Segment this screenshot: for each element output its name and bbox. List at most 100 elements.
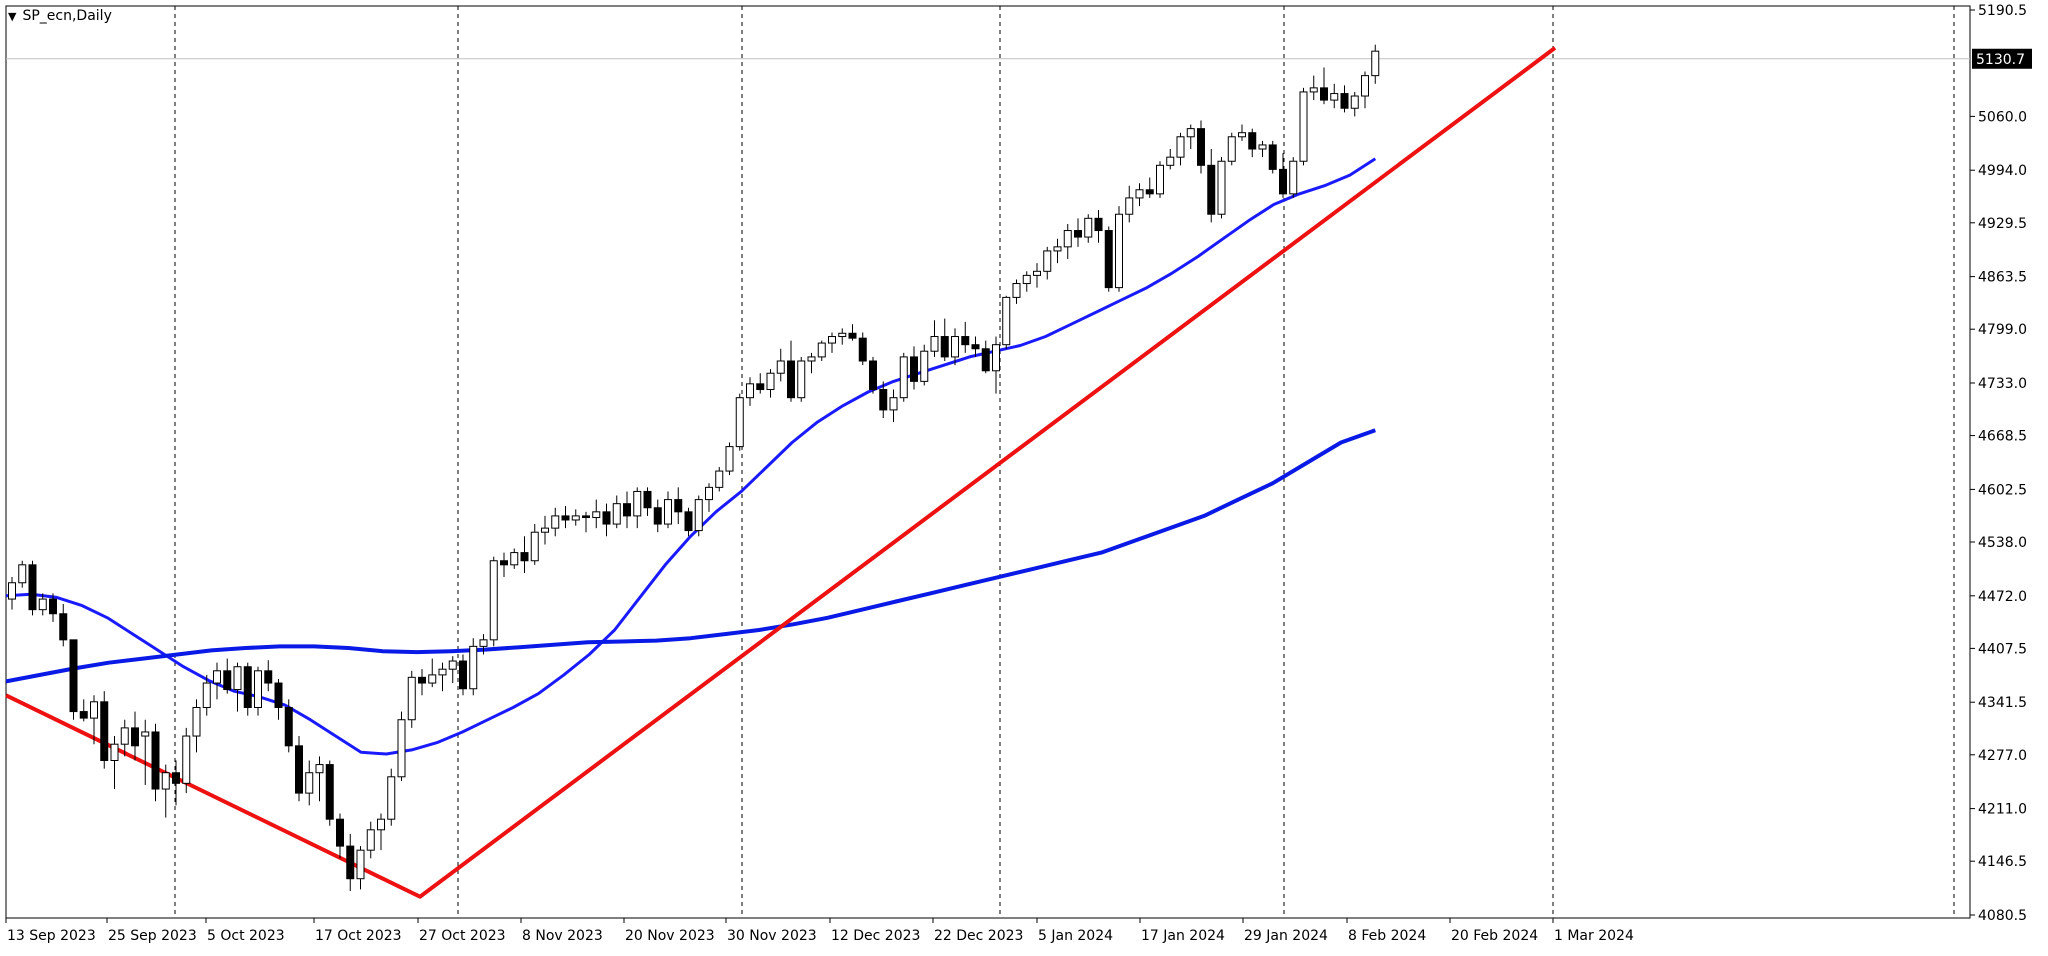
candle-body <box>1115 213 1123 289</box>
candle <box>889 389 898 423</box>
x-tick-label: 20 Feb 2024 <box>1451 928 1538 944</box>
candle-body <box>694 499 703 532</box>
candle-body <box>725 446 734 472</box>
candle <box>530 524 539 565</box>
candle <box>79 699 88 722</box>
candle-body <box>643 490 652 509</box>
candle-body <box>1258 144 1267 150</box>
candle-body <box>746 383 754 399</box>
candle <box>592 499 601 529</box>
candle-body <box>141 731 150 737</box>
candle-body <box>817 342 826 358</box>
candle <box>797 356 806 402</box>
x-tick-label: 29 Jan 2024 <box>1244 928 1328 944</box>
candle <box>1053 238 1062 264</box>
candle-body <box>69 639 78 713</box>
candle-body <box>192 707 201 737</box>
candle <box>407 670 416 728</box>
candle-body <box>1217 160 1226 215</box>
candle-body <box>336 818 344 847</box>
candle <box>725 442 734 476</box>
candle <box>18 560 27 588</box>
candle <box>602 503 611 537</box>
candle <box>377 813 385 851</box>
candle <box>1033 263 1041 288</box>
x-tick-label: 20 Nov 2023 <box>625 928 715 944</box>
candle-body <box>520 552 529 562</box>
y-tick-label: 4080.5 <box>1978 908 2027 924</box>
dropdown-triangle-icon[interactable]: ▼ <box>8 9 17 23</box>
chart-title[interactable]: ▼ SP_ecn,Daily <box>8 8 112 24</box>
candle <box>561 506 570 529</box>
candle <box>1248 128 1257 158</box>
candle <box>848 324 857 341</box>
candle <box>131 711 139 761</box>
candle <box>1022 271 1031 292</box>
candle <box>1012 279 1021 304</box>
candle-body <box>1063 230 1072 248</box>
x-tick-label: 25 Sep 2023 <box>108 928 197 944</box>
candle-body <box>1166 156 1175 166</box>
candle-body <box>161 772 170 790</box>
candle <box>49 593 57 622</box>
candle-body <box>1053 246 1062 252</box>
x-tick-label: 27 Oct 2023 <box>419 928 506 944</box>
candle <box>735 393 744 451</box>
candle <box>746 377 754 406</box>
candle <box>28 560 37 616</box>
candle <box>223 658 232 694</box>
candle <box>59 603 68 647</box>
candle-body <box>1145 189 1154 195</box>
candle <box>510 548 519 569</box>
candle <box>899 352 908 402</box>
candle-body <box>356 849 365 880</box>
candle <box>541 515 549 545</box>
candle-body <box>664 499 672 525</box>
moving-average-line <box>5 157 1377 756</box>
candle-body <box>223 670 232 691</box>
vertical-gridlines <box>174 6 1955 918</box>
candle <box>1043 246 1052 280</box>
candle-body <box>889 397 898 411</box>
candle <box>110 736 119 790</box>
candle <box>705 483 713 512</box>
candle-body <box>254 670 262 709</box>
candle <box>161 764 170 818</box>
candle-body <box>387 776 396 820</box>
candle <box>254 666 262 716</box>
trendline <box>5 46 1557 899</box>
candle <box>633 487 642 529</box>
candle <box>274 678 283 720</box>
candle-body <box>407 676 416 721</box>
candle <box>469 638 478 696</box>
candle-body <box>940 336 949 358</box>
y-axis: 5190.5 5060.0 4994.0 4929.5 4863.5 4799.0 4733… <box>1970 3 2027 924</box>
candle <box>428 658 437 688</box>
candle <box>479 634 488 655</box>
candle <box>571 509 580 526</box>
symbol-label: SP_ecn,Daily <box>22 8 112 24</box>
candle-body <box>1289 160 1298 195</box>
candle-body <box>961 336 970 346</box>
candle-body <box>1033 270 1041 276</box>
candle-body <box>920 350 929 382</box>
candle-body <box>243 666 252 709</box>
candle-body <box>838 332 847 338</box>
candle-body <box>479 639 488 647</box>
y-tick-label: 4994.0 <box>1978 163 2027 179</box>
y-tick-label: 4733.0 <box>1978 376 2027 392</box>
candle-body <box>766 372 775 391</box>
candle-body <box>325 764 334 820</box>
candle-body <box>1084 217 1093 238</box>
candle-body <box>172 772 180 784</box>
x-axis: 13 Sep 2023 25 Sep 2023 5 Oct 2023 17 Oct 2… <box>5 918 1634 944</box>
candle-body <box>1268 144 1277 170</box>
candle <box>1227 132 1236 166</box>
candle-body <box>951 336 959 358</box>
moving-averages <box>5 157 1377 756</box>
candle-body <box>182 735 191 784</box>
candle-body <box>1176 136 1185 158</box>
candle <box>684 507 693 537</box>
candle <box>1361 71 1369 109</box>
